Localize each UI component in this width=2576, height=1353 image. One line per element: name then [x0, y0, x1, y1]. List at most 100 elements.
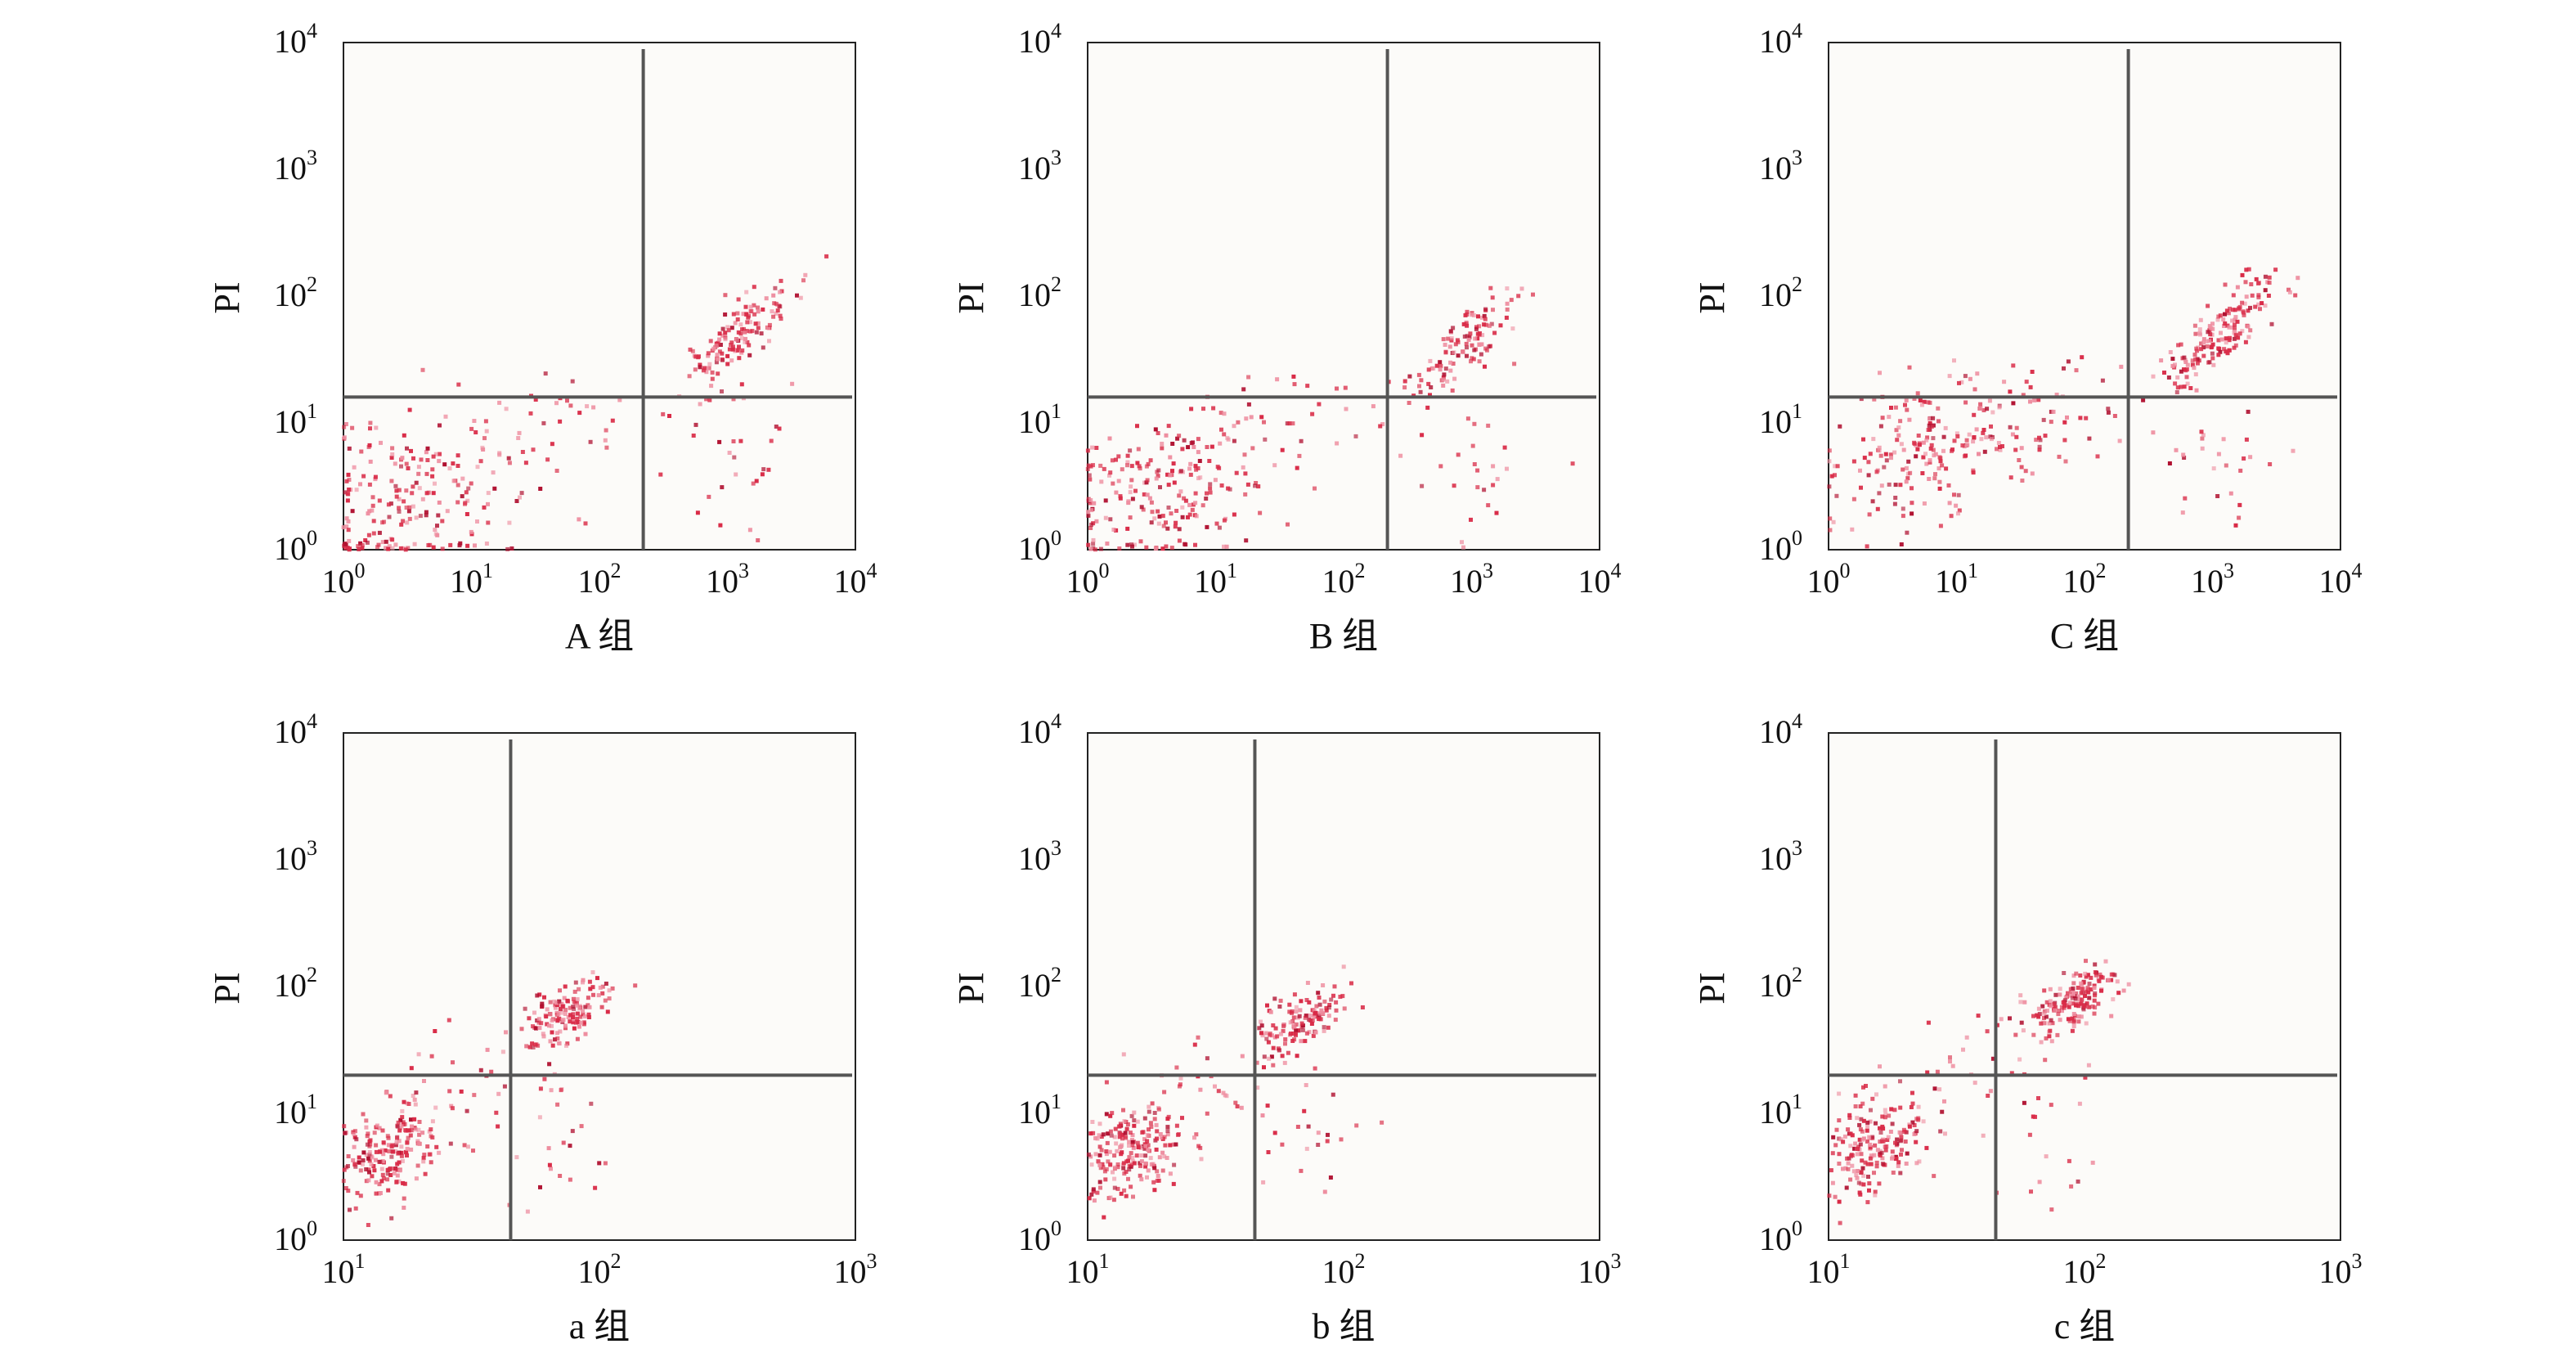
data-point — [409, 1117, 413, 1122]
data-point — [1324, 1005, 1329, 1010]
data-point — [370, 503, 375, 508]
data-point — [2053, 1005, 2058, 1009]
data-point — [397, 1128, 402, 1133]
data-point — [1156, 431, 1160, 435]
data-point — [1505, 301, 1510, 306]
data-point — [572, 1006, 577, 1011]
data-point — [698, 362, 702, 367]
data-point — [1326, 1025, 1331, 1030]
data-point — [2222, 324, 2226, 328]
data-point — [1272, 1130, 1277, 1135]
data-point — [1304, 1083, 1308, 1087]
data-point — [1283, 1037, 1288, 1042]
data-point — [406, 546, 411, 551]
data-point — [2093, 962, 2098, 967]
data-point — [720, 326, 725, 331]
data-point — [1936, 419, 1941, 424]
data-point — [1898, 419, 1903, 424]
data-point — [600, 991, 605, 996]
data-point — [1880, 1156, 1885, 1161]
data-point — [1188, 472, 1193, 477]
data-point — [570, 1017, 575, 1022]
data-point — [738, 331, 743, 336]
data-point — [1870, 499, 1875, 504]
data-point — [2176, 343, 2181, 348]
data-point — [2065, 1003, 2070, 1008]
data-point — [1097, 1162, 1102, 1167]
data-point — [1314, 1004, 1319, 1009]
data-point — [1494, 510, 1499, 515]
data-point — [1126, 499, 1131, 504]
data-point — [1426, 367, 1431, 372]
data-point — [2233, 343, 2238, 348]
data-point — [1120, 1136, 1124, 1141]
data-point — [2195, 357, 2200, 362]
data-point — [2042, 1016, 2046, 1020]
data-point — [2237, 515, 2242, 520]
data-point — [2034, 438, 2039, 443]
data-point — [1827, 1193, 1832, 1198]
data-point — [538, 1086, 543, 1091]
data-point — [1196, 437, 1200, 442]
data-point — [1174, 1123, 1179, 1128]
data-point — [2030, 370, 2035, 374]
data-point — [1428, 393, 1432, 398]
data-point — [1917, 1159, 1922, 1164]
data-point — [402, 1122, 407, 1126]
data-point — [605, 1009, 610, 1014]
data-point — [1875, 506, 1880, 511]
data-point — [1197, 459, 1202, 463]
data-point — [2060, 1009, 2064, 1014]
data-point — [1087, 473, 1092, 478]
data-point — [1963, 453, 1968, 458]
data-point — [735, 311, 740, 316]
data-point — [1088, 546, 1093, 551]
data-point — [554, 401, 559, 406]
data-point — [1143, 1164, 1148, 1169]
data-point — [1870, 1135, 1875, 1139]
data-point — [1920, 471, 1925, 475]
data-point — [1126, 1158, 1130, 1163]
data-point — [433, 1105, 438, 1110]
data-point — [2106, 410, 2111, 415]
data-point — [1091, 1130, 1096, 1135]
data-point — [407, 407, 412, 412]
data-point — [1170, 469, 1174, 474]
data-point — [557, 999, 562, 1004]
data-point — [1314, 1014, 1319, 1019]
data-point — [1160, 446, 1165, 451]
data-point — [571, 1005, 576, 1009]
data-point — [1112, 1135, 1117, 1139]
scatter-points — [341, 254, 829, 552]
data-point — [1873, 1189, 1878, 1194]
data-point — [711, 346, 716, 351]
data-point — [1998, 447, 2003, 452]
data-point — [1106, 1131, 1111, 1136]
data-point — [1112, 1176, 1117, 1181]
data-point — [2233, 322, 2237, 327]
data-point — [2084, 416, 2089, 420]
data-point — [1177, 434, 1182, 438]
data-point — [1926, 428, 1931, 432]
data-point — [1108, 1162, 1113, 1167]
data-point — [550, 442, 554, 447]
data-point — [2042, 988, 2047, 993]
data-point — [2237, 307, 2242, 312]
data-point — [707, 494, 711, 499]
data-point — [523, 461, 528, 465]
data-point — [1997, 405, 2002, 410]
data-point — [2199, 429, 2204, 434]
data-point — [1135, 1140, 1140, 1145]
data-point — [407, 505, 412, 510]
data-point — [1099, 1135, 1104, 1139]
data-point — [1217, 525, 1222, 530]
data-point — [2179, 369, 2183, 374]
data-point — [1293, 1032, 1298, 1036]
data-point — [1848, 1144, 1853, 1148]
data-point — [2224, 308, 2229, 313]
data-point — [2234, 333, 2238, 338]
data-point — [2055, 1032, 2060, 1037]
data-point — [1116, 454, 1121, 459]
data-point — [1860, 1166, 1865, 1171]
data-point — [2087, 996, 2092, 1000]
